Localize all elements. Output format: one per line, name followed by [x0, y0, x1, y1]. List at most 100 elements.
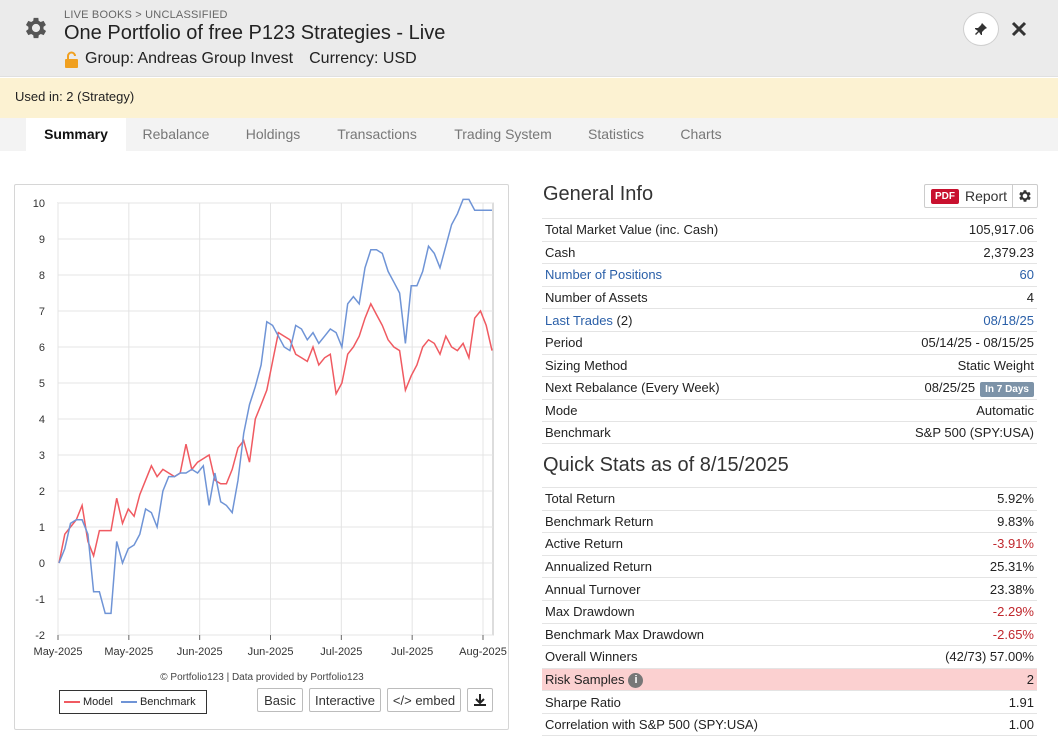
row-label: Total Return [545, 491, 616, 507]
y-tick-label: 10 [33, 198, 45, 210]
table-row: Sizing Method Static Weight [542, 353, 1037, 377]
report-button[interactable]: PDF Report [924, 184, 1038, 208]
legend-swatch-benchmark [120, 701, 137, 703]
row-value: 23.38% [989, 581, 1034, 597]
x-tick-label: May-2025 [104, 646, 153, 658]
table-row: Overall Winners (42/73) 57.00% [542, 645, 1037, 668]
positions-count-link[interactable]: 60 [1019, 267, 1034, 283]
lock-icon [65, 51, 78, 68]
tab-holdings[interactable]: Holdings [245, 126, 301, 142]
gear-icon[interactable] [22, 14, 50, 42]
table-row: Annual Turnover 23.38% [542, 577, 1037, 600]
y-tick-label: 7 [39, 306, 45, 318]
row-value: -2.65% [992, 626, 1034, 642]
y-tick-label: 3 [39, 450, 45, 462]
pin-icon [975, 23, 987, 35]
report-divider [1012, 185, 1013, 207]
table-row: Max Drawdown -2.29% [542, 599, 1037, 623]
tab-rebalance[interactable]: Rebalance [142, 126, 210, 142]
row-label: Benchmark Max Drawdown [545, 626, 704, 642]
general-info-title: General Info [543, 183, 654, 205]
y-tick-label: 8 [39, 270, 45, 282]
tab-summary[interactable]: Summary [26, 118, 126, 151]
download-icon [474, 694, 486, 706]
row-label: Last Trades (2) [545, 313, 632, 328]
x-tick-label: May-2025 [34, 646, 83, 658]
table-row: Next Rebalance (Every Week) 08/25/25 In 7… [542, 376, 1037, 399]
quick-stats-table: Total Return 5.92% Benchmark Return 9.83… [542, 487, 1037, 736]
row-label: Correlation with S&P 500 (SPY:USA) [545, 716, 758, 732]
x-tick-label: Jun-2025 [177, 646, 223, 658]
download-button[interactable] [467, 688, 493, 712]
benchmark-series-line[interactable] [58, 198, 492, 615]
row-value: -2.29% [992, 604, 1034, 620]
page-header: LIVE BOOKS > UNCLASSIFIED One Portfolio … [0, 0, 1058, 77]
row-value: 2,379.23 [983, 244, 1034, 260]
close-button[interactable] [1008, 18, 1030, 40]
y-tick-label: 2 [39, 486, 45, 498]
table-row: Number of Assets 4 [542, 285, 1037, 309]
quick-stats-title: Quick Stats as of 8/15/2025 [543, 454, 789, 476]
performance-chart[interactable]: -2 -1 0 1 2 3 4 5 6 7 8 9 10 May-2025 May-2025 Jun-202… [15, 185, 508, 685]
basic-button[interactable]: Basic [257, 688, 303, 712]
report-label: Report [965, 188, 1008, 204]
last-trades-link[interactable]: Last Trades [545, 312, 613, 328]
group-currency-line: Group: Andreas Group Invest Currency: US… [64, 50, 417, 68]
table-row: Annualized Return 25.31% [542, 554, 1037, 578]
row-label: Benchmark Return [545, 513, 654, 529]
tab-charts[interactable]: Charts [680, 126, 722, 142]
chart-panel: -2 -1 0 1 2 3 4 5 6 7 8 9 10 May-2025 May-2025 Jun-202… [14, 184, 509, 730]
table-row: Number of Positions 60 [542, 263, 1037, 286]
row-label: Number of Assets [545, 290, 648, 306]
last-trades-count: (2) [612, 312, 633, 328]
x-tick-label: Aug-2025 [459, 646, 507, 658]
row-value: Static Weight [957, 357, 1034, 373]
x-tick-label: Jul-2025 [320, 646, 362, 658]
group-label: Group: Andreas Group Invest [85, 50, 294, 67]
model-series-line[interactable] [58, 302, 493, 564]
legend-item-model[interactable]: Model [64, 696, 113, 708]
tab-transactions[interactable]: Transactions [337, 126, 417, 142]
table-row: Correlation with S&P 500 (SPY:USA) 1.00 [542, 712, 1037, 736]
row-label: Next Rebalance (Every Week) [545, 380, 720, 396]
table-row: Last Trades (2) 08/18/25 [542, 308, 1037, 331]
y-tick-label: 1 [39, 522, 45, 534]
table-row: Benchmark S&P 500 (SPY:USA) [542, 421, 1037, 444]
tab-statistics[interactable]: Statistics [587, 126, 644, 142]
row-label: Sizing Method [545, 357, 628, 373]
info-icon[interactable]: i [628, 672, 644, 688]
general-info-table: Total Market Value (inc. Cash) 105,917.0… [542, 218, 1037, 444]
legend-item-benchmark[interactable]: Benchmark [120, 696, 196, 708]
row-label: Annualized Return [545, 559, 652, 575]
tab-trading-system[interactable]: Trading System [454, 126, 552, 142]
embed-button[interactable]: </> embed [387, 688, 461, 712]
close-icon [1011, 21, 1027, 37]
interactive-button[interactable]: Interactive [309, 688, 381, 712]
pin-button[interactable] [963, 12, 999, 46]
chart-legend: Model Benchmark [59, 690, 207, 714]
currency-label: Currency: USD [309, 50, 417, 67]
row-label: Cash [545, 244, 576, 260]
last-trades-date-link[interactable]: 08/18/25 [983, 312, 1034, 328]
legend-label-benchmark: Benchmark [139, 696, 196, 708]
row-label: Period [545, 335, 583, 351]
legend-swatch-model [64, 701, 80, 703]
table-row: Total Market Value (inc. Cash) 105,917.0… [542, 218, 1037, 241]
row-value: 4 [1026, 290, 1034, 306]
y-tick-label: -2 [35, 630, 45, 642]
y-tick-label: 6 [39, 342, 45, 354]
y-tick-label: 4 [39, 414, 45, 426]
page-title: One Portfolio of free P123 Strategies - … [64, 22, 446, 44]
table-row: Benchmark Max Drawdown -2.65% [542, 622, 1037, 646]
row-value: 08/25/25 In 7 Days [924, 380, 1034, 398]
chart-credit: © Portfolio123 | Data provided by Portfo… [160, 672, 364, 683]
breadcrumb[interactable]: LIVE BOOKS > UNCLASSIFIED [64, 9, 228, 21]
row-value: -3.91% [992, 536, 1034, 552]
row-value: 05/14/25 - 08/15/25 [921, 335, 1034, 351]
table-row: Total Return 5.92% [542, 487, 1037, 510]
row-label: Active Return [545, 536, 624, 552]
risk-samples-label: Risk Samples [545, 671, 625, 687]
number-of-positions-link[interactable]: Number of Positions [545, 267, 663, 283]
table-row-risk-samples: Risk Samples i 2 [542, 667, 1037, 691]
gear-icon[interactable] [1017, 188, 1033, 204]
